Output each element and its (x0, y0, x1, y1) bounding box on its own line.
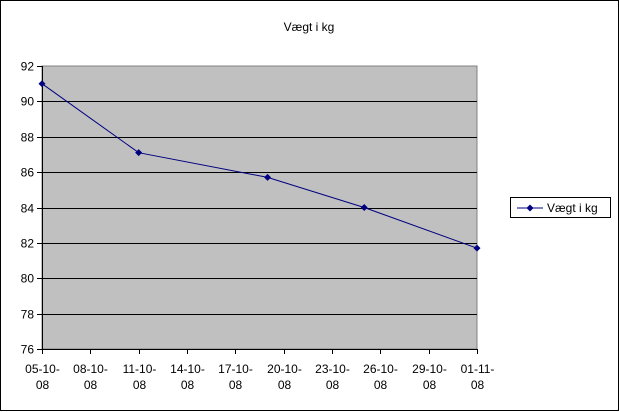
x-tick-label: 17-10-08 (218, 362, 253, 392)
x-tick-label: 01-11-08 (461, 362, 495, 392)
y-tick-label: 84 (21, 202, 35, 216)
y-tick-label: 76 (21, 343, 35, 357)
x-tick-label: 08-10-08 (73, 362, 108, 392)
y-tick-label: 82 (21, 237, 35, 251)
data-point (38, 80, 46, 88)
plot-area (41, 65, 478, 350)
y-tick-label: 90 (21, 95, 35, 109)
y-tick-label: 86 (21, 166, 35, 180)
y-tick-label: 80 (21, 272, 35, 286)
x-tick-label: 05-10-08 (25, 362, 60, 392)
x-tick-label: 20-10-08 (267, 362, 302, 392)
data-point (360, 204, 368, 211)
x-tick-label: 11-10-08 (123, 362, 157, 392)
y-tick-label: 88 (21, 131, 35, 145)
x-tick-label: 14-10-08 (170, 362, 205, 392)
data-point (135, 149, 143, 157)
data-point (264, 173, 272, 181)
y-tick-label: 92 (21, 60, 35, 74)
data-point (473, 244, 481, 252)
gridlines (42, 101, 477, 315)
axes: 76 78 80 82 84 86 88 90 92 05-10-08 08-10-08 11-10-… (21, 60, 495, 393)
chart-title: Vægt i kg (284, 20, 335, 34)
x-tick-label: 26-10-08 (363, 362, 398, 392)
x-tick-label: 29-10-08 (412, 362, 447, 392)
legend-label: Vægt i kg (547, 200, 598, 215)
series-layer (38, 80, 481, 252)
y-tick-label: 78 (21, 308, 35, 322)
legend: Vægt i kg (510, 197, 611, 218)
x-tick-label: 23-10-08 (315, 362, 350, 392)
legend-marker (517, 204, 543, 211)
